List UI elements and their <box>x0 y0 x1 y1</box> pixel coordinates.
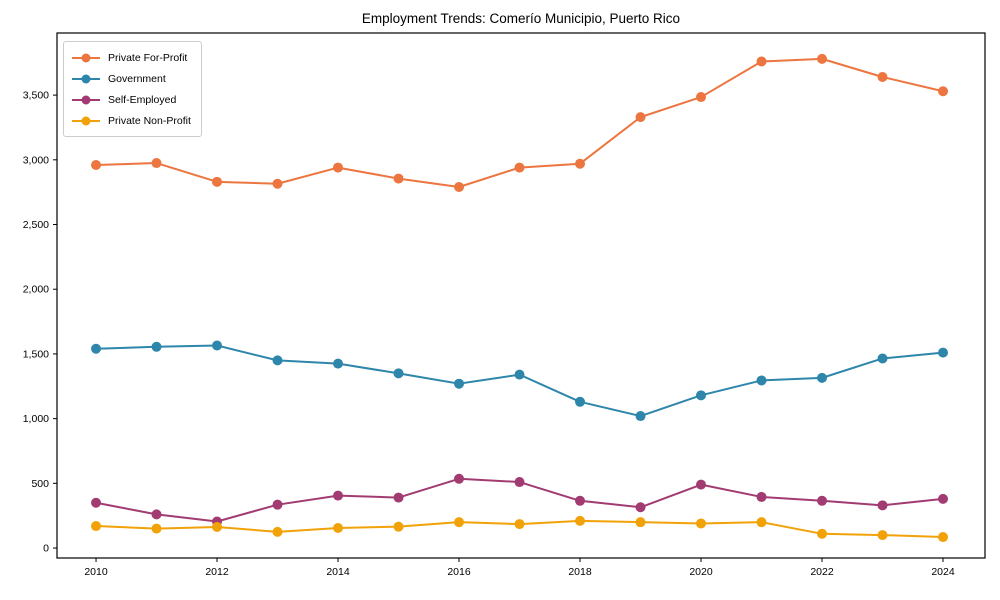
data-point-self-employed <box>575 495 586 506</box>
y-axis-tick-label: 2,500 <box>23 219 49 231</box>
data-point-private-non-profit <box>212 521 223 532</box>
data-point-self-employed <box>756 491 767 502</box>
legend-line-marker-icon <box>72 74 100 83</box>
legend-item-self-employed: Self-Employed <box>72 89 191 110</box>
legend-dot-icon <box>81 53 91 62</box>
data-point-private-for-profit <box>393 173 404 184</box>
data-point-private-for-profit <box>212 176 223 187</box>
data-point-self-employed <box>817 495 828 506</box>
data-point-self-employed <box>393 492 404 503</box>
data-point-self-employed <box>938 493 949 504</box>
data-point-self-employed <box>635 502 646 513</box>
data-point-private-non-profit <box>635 517 646 528</box>
data-point-private-for-profit <box>272 178 283 189</box>
legend-line-marker-icon <box>72 95 100 104</box>
data-point-private-for-profit <box>877 71 888 82</box>
data-point-private-non-profit <box>333 522 344 533</box>
data-point-private-for-profit <box>635 112 646 123</box>
data-point-government <box>877 353 888 364</box>
legend: Private For-Profit Government Self-Employe… <box>63 41 202 137</box>
data-point-self-employed <box>877 500 888 511</box>
data-point-government <box>938 347 949 358</box>
data-point-government <box>454 378 465 389</box>
x-axis-tick-label: 2012 <box>205 566 229 578</box>
data-point-private-for-profit <box>817 53 828 64</box>
data-point-private-non-profit <box>575 515 586 526</box>
data-point-government <box>756 375 767 386</box>
x-axis-tick-label: 2024 <box>931 566 955 578</box>
x-axis-tick-label: 2014 <box>326 566 350 578</box>
legend-label: Private For-Profit <box>108 51 188 64</box>
legend-label: Private Non-Profit <box>108 114 191 127</box>
data-point-self-employed <box>514 477 525 488</box>
data-point-government <box>575 396 586 407</box>
legend-line-marker-icon <box>72 116 100 125</box>
data-point-self-employed <box>272 499 283 510</box>
data-point-government <box>333 358 344 369</box>
data-point-self-employed <box>454 473 465 484</box>
x-axis-tick-label: 2020 <box>689 566 713 578</box>
data-point-government <box>151 341 162 352</box>
data-point-private-for-profit <box>514 162 525 173</box>
x-axis-tick-label: 2018 <box>568 566 592 578</box>
legend-item-private-non-profit: Private Non-Profit <box>72 110 191 131</box>
data-point-private-non-profit <box>151 523 162 534</box>
series-line-government <box>95 344 945 418</box>
data-point-self-employed <box>91 497 102 508</box>
data-point-private-for-profit <box>151 158 162 169</box>
y-axis-tick-label: 3,000 <box>23 154 49 166</box>
data-point-self-employed <box>151 509 162 520</box>
data-point-private-for-profit <box>333 162 344 173</box>
data-point-private-non-profit <box>696 518 707 529</box>
data-point-private-non-profit <box>272 526 283 537</box>
data-point-government <box>696 390 707 401</box>
y-axis-tick-label: 3,500 <box>23 90 49 102</box>
chart-title: Employment Trends: Comerío Municipio, Pu… <box>361 11 681 26</box>
data-point-private-non-profit <box>817 528 828 539</box>
legend-item-government: Government <box>72 68 191 89</box>
y-axis-tick-label: 1,500 <box>23 348 49 360</box>
data-point-government <box>635 411 646 422</box>
legend-label: Government <box>108 72 166 85</box>
data-point-private-non-profit <box>938 532 949 543</box>
data-point-private-non-profit <box>91 521 102 532</box>
data-point-government <box>272 355 283 366</box>
data-point-self-employed <box>696 479 707 490</box>
data-point-self-employed <box>333 490 344 501</box>
data-point-private-for-profit <box>575 158 586 169</box>
x-axis-tick-label: 2010 <box>84 566 108 578</box>
legend-item-private-for-profit: Private For-Profit <box>72 47 191 68</box>
data-point-private-non-profit <box>756 517 767 528</box>
data-point-private-for-profit <box>454 181 465 192</box>
legend-dot-icon <box>81 95 91 104</box>
data-point-private-non-profit <box>393 521 404 532</box>
y-axis-tick-label: 2,000 <box>23 284 49 296</box>
data-point-private-non-profit <box>454 517 465 528</box>
data-point-government <box>514 369 525 380</box>
data-point-private-for-profit <box>756 56 767 67</box>
data-point-private-non-profit <box>877 530 888 541</box>
data-point-private-for-profit <box>91 159 102 170</box>
data-point-government <box>817 372 828 383</box>
y-axis-tick-label: 500 <box>31 478 49 490</box>
y-axis-tick-label: 1,000 <box>23 413 49 425</box>
y-axis-tick-label: 0 <box>43 543 49 555</box>
data-point-private-for-profit <box>938 86 949 97</box>
legend-line-marker-icon <box>72 53 100 62</box>
data-point-private-non-profit <box>514 519 525 530</box>
legend-label: Self-Employed <box>108 93 177 106</box>
data-point-private-for-profit <box>696 92 707 103</box>
data-point-government <box>212 340 223 351</box>
legend-dot-icon <box>81 116 91 125</box>
plot-border <box>56 32 986 559</box>
data-point-government <box>91 343 102 354</box>
x-axis-tick-label: 2022 <box>810 566 834 578</box>
x-axis-tick-label: 2016 <box>447 566 471 578</box>
legend-dot-icon <box>81 74 91 83</box>
data-point-government <box>393 368 404 379</box>
